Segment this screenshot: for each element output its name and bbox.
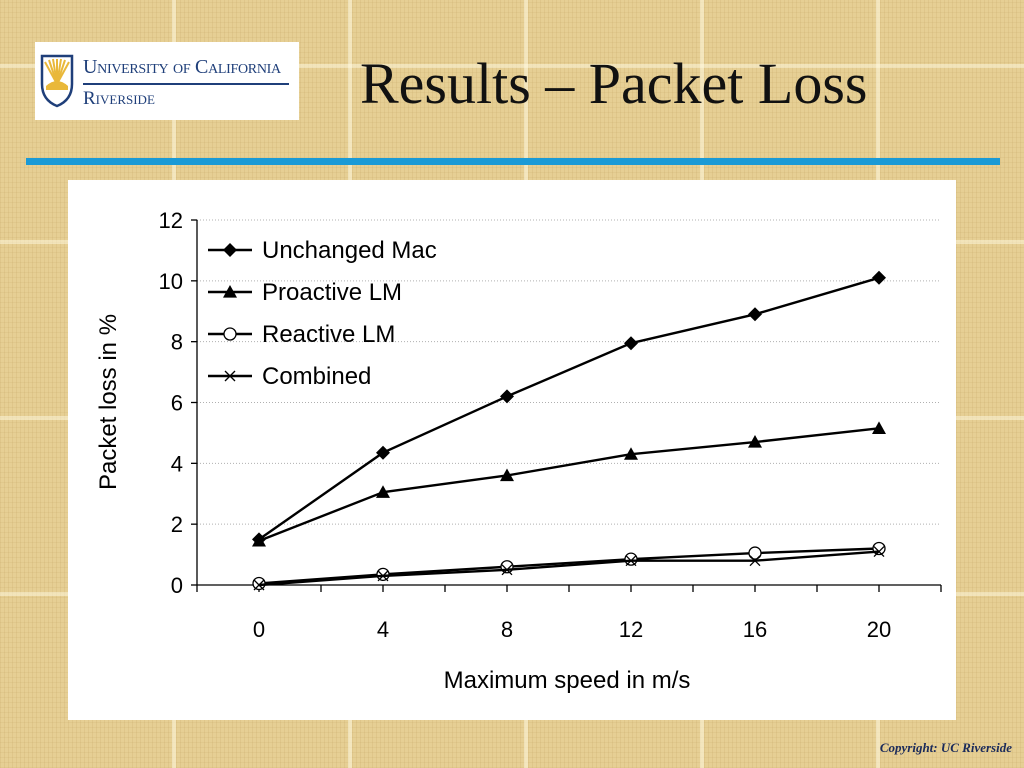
y-tick-label: 0 [171, 573, 183, 598]
series-line-unchanged-mac [258, 276, 880, 541]
point-reactive-lm [376, 567, 390, 582]
x-marker-stroke [501, 564, 513, 576]
x-tick-label: 8 [501, 617, 513, 642]
legend-entry-combined: Combined [208, 363, 371, 390]
point-combined [625, 555, 637, 567]
chart-panel: 0 2 4 6 8 10 12 0 4 8 12 16 20 Unchanged Mac Proactiv… [68, 180, 956, 720]
series-proactive-lm [252, 421, 886, 547]
legend-marker [223, 285, 237, 298]
legend-label: Unchanged Mac [262, 237, 437, 264]
copyright-text: Copyright: UC Riverside [879, 740, 1012, 755]
slide-title: Results – Packet Loss [360, 51, 868, 116]
legend-marker [223, 243, 237, 257]
point-unchanged-mac [376, 445, 390, 460]
packet-loss-chart: 0 2 4 6 8 10 12 0 4 8 12 16 20 Unchanged Mac Proactiv… [95, 208, 942, 694]
point-proactive-lm [872, 421, 886, 434]
x-marker-stroke [749, 555, 761, 567]
x-marker-stroke [625, 555, 637, 567]
y-tick-label: 4 [171, 451, 183, 476]
point-combined [377, 570, 389, 582]
x-tick-label: 20 [867, 617, 891, 642]
series-line-proactive-lm [258, 427, 880, 543]
point-unchanged-mac [500, 389, 514, 404]
x-marker-stroke [224, 370, 236, 382]
x-marker-stroke [253, 579, 265, 591]
point-proactive-lm [252, 533, 266, 547]
logo-campus-text: Riverside [83, 88, 155, 109]
series-line-combined [258, 550, 880, 587]
accent-bar [26, 158, 1000, 165]
legend-marker [223, 327, 237, 341]
x-tick-label: 12 [619, 617, 643, 642]
y-tick-label: 6 [171, 391, 183, 416]
point-combined [749, 555, 761, 567]
legend-marker [224, 370, 236, 382]
x-marker-stroke [873, 546, 885, 558]
series-unchanged-mac [252, 270, 886, 547]
point-combined [501, 564, 513, 576]
point-unchanged-mac [872, 270, 886, 285]
legend-entry-reactive-lm: Reactive LM [208, 321, 395, 348]
y-tick-label: 10 [159, 269, 183, 294]
point-reactive-lm [252, 576, 266, 591]
point-proactive-lm [500, 468, 514, 482]
series-layer [252, 270, 886, 591]
y-tick-label: 12 [159, 208, 183, 233]
point-combined [253, 579, 265, 591]
legend-label: Reactive LM [262, 321, 395, 348]
point-unchanged-mac [624, 336, 638, 351]
y-tick-label: 8 [171, 330, 183, 355]
point-reactive-lm [748, 546, 762, 560]
point-unchanged-mac [748, 307, 762, 322]
point-combined [873, 546, 885, 558]
x-tick-label: 16 [743, 617, 767, 642]
legend-entry-proactive-lm: Proactive LM [208, 279, 402, 306]
point-proactive-lm [376, 485, 390, 498]
x-tick-label: 0 [253, 617, 265, 642]
x-marker-stroke [377, 570, 389, 582]
grid-lines [197, 219, 941, 525]
legend-label: Combined [262, 363, 371, 390]
logo-divider [83, 83, 289, 85]
x-tick-label: 4 [377, 617, 389, 642]
x-axis-title: Maximum speed in m/s [444, 667, 691, 694]
point-proactive-lm [748, 435, 762, 448]
legend-entry-unchanged-mac: Unchanged Mac [208, 237, 437, 264]
y-axis-title: Packet loss in % [95, 314, 122, 490]
legend: Unchanged Mac Proactive LM Reactive LM Comb… [208, 237, 437, 390]
y-tick-label: 2 [171, 512, 183, 537]
point-proactive-lm [624, 447, 638, 460]
axes: 0 2 4 6 8 10 12 0 4 8 12 16 20 [159, 208, 942, 642]
series-combined [253, 546, 885, 591]
point-reactive-lm [624, 552, 638, 566]
legend-label: Proactive LM [262, 279, 402, 306]
uc-seal-icon [40, 54, 74, 108]
logo-university-text: University of California [83, 56, 281, 78]
uc-riverside-logo: University of California Riverside [35, 42, 299, 120]
series-line-reactive-lm [258, 547, 880, 585]
